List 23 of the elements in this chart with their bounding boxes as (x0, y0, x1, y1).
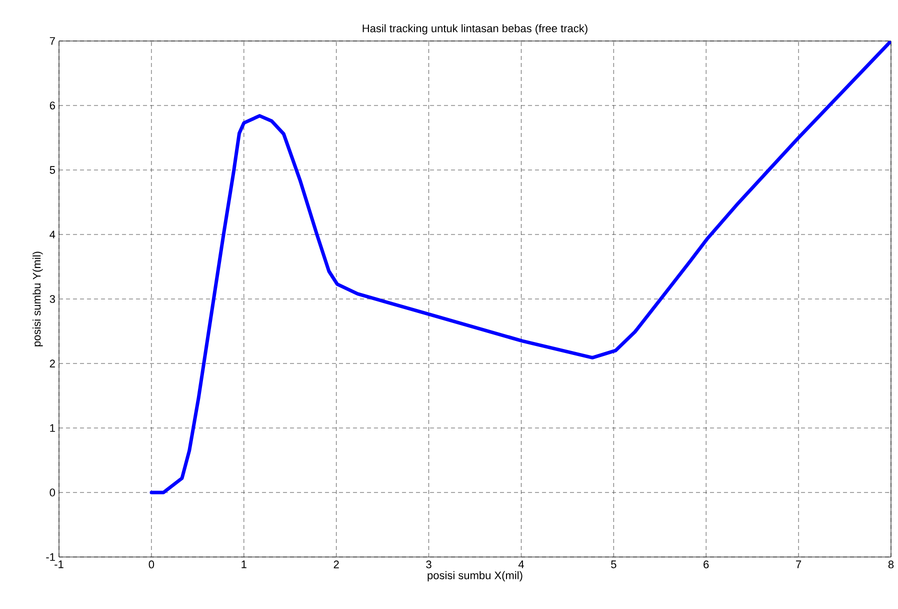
chart-title: Hasil tracking untuk lintasan bebas (free track) (362, 24, 588, 34)
y-tick-label: -1 (46, 553, 55, 561)
x-tick-label: 5 (611, 560, 616, 568)
x-tick-label: 0 (148, 560, 154, 568)
y-tick-label: 7 (50, 37, 55, 45)
y-tick-label: 0 (50, 488, 56, 496)
x-tick-label: 1 (242, 560, 246, 568)
y-axis-title: posisi sumbu Y(mil) (32, 252, 43, 346)
line-series (150, 40, 891, 494)
x-tick-label: 4 (518, 560, 524, 568)
y-tick-label: 3 (50, 295, 55, 303)
x-tick-label: 6 (704, 560, 709, 568)
x-tick-label: -1 (54, 560, 64, 568)
y-tick-label: 6 (50, 102, 55, 110)
x-tick-label: 3 (426, 560, 432, 568)
y-tick-label: 1 (50, 424, 55, 432)
y-tick-label: 5 (50, 166, 55, 174)
y-tick-label: 4 (50, 230, 56, 238)
x-tick-label: 8 (888, 560, 894, 568)
y-tick-label: 2 (50, 360, 55, 368)
x-tick-label: 2 (334, 560, 339, 568)
x-axis-title: posisi sumbu X(mil) (428, 571, 522, 582)
x-tick-label: 7 (796, 560, 802, 568)
